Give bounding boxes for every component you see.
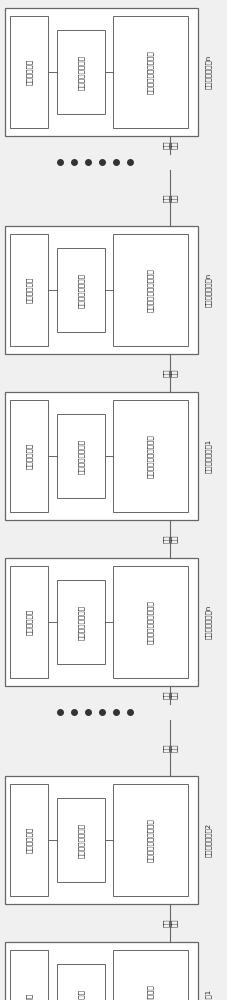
- Bar: [57, 30, 105, 114]
- Text: 总线: 总线: [170, 919, 177, 927]
- Bar: [10, 234, 48, 346]
- Text: 信号输入板单板2: 信号输入板单板2: [204, 823, 210, 857]
- Bar: [10, 16, 48, 128]
- Bar: [113, 234, 187, 346]
- Text: 输出视频切换传输单元: 输出视频切换传输单元: [147, 434, 153, 478]
- Text: 视频: 视频: [162, 535, 169, 543]
- Text: 输入视频切换传输单元: 输入视频切换传输单元: [147, 818, 153, 862]
- Bar: [113, 950, 187, 1000]
- Bar: [10, 784, 48, 896]
- Bar: [5, 8, 197, 136]
- Bar: [113, 16, 187, 128]
- Text: 总线: 总线: [170, 141, 177, 149]
- Text: 视频: 视频: [162, 691, 169, 699]
- Text: 视频: 视频: [162, 141, 169, 149]
- Text: 信号输入板单板n: 信号输入板单板n: [204, 605, 210, 639]
- Bar: [10, 950, 48, 1000]
- Bar: [5, 392, 197, 520]
- Text: 总线: 总线: [170, 744, 177, 752]
- Bar: [5, 226, 197, 354]
- Text: 视频输出单元: 视频输出单元: [26, 443, 32, 469]
- Text: 输入视频切换传输单元: 输入视频切换传输单元: [147, 984, 153, 1000]
- Text: 视频: 视频: [162, 369, 169, 377]
- Text: 输出图像处理单元: 输出图像处理单元: [77, 438, 84, 474]
- Text: 信号输出板单板n: 信号输出板单板n: [204, 55, 210, 89]
- Text: 视频: 视频: [162, 919, 169, 927]
- Bar: [5, 942, 197, 1000]
- Text: 输出视频切换传输单元: 输出视频切换传输单元: [147, 50, 153, 94]
- Bar: [5, 558, 197, 686]
- Bar: [113, 566, 187, 678]
- Bar: [57, 580, 105, 664]
- Bar: [57, 798, 105, 882]
- Bar: [10, 566, 48, 678]
- Text: 视频输出单元: 视频输出单元: [26, 277, 32, 303]
- Bar: [57, 964, 105, 1000]
- Bar: [113, 400, 187, 512]
- Text: 视频: 视频: [162, 744, 169, 752]
- Text: 输入图像处理单元: 输入图像处理单元: [77, 604, 84, 640]
- Text: 信号输出板单板1: 信号输出板单板1: [204, 439, 210, 473]
- Text: 视频接入单元: 视频接入单元: [26, 993, 32, 1000]
- Text: 输出视频切换传输单元: 输出视频切换传输单元: [147, 268, 153, 312]
- Text: 输入视频切换传输单元: 输入视频切换传输单元: [147, 600, 153, 644]
- Text: 输出图像处理单元: 输出图像处理单元: [77, 54, 84, 90]
- Bar: [5, 776, 197, 904]
- Bar: [57, 414, 105, 498]
- Text: 总线: 总线: [170, 194, 177, 202]
- Text: 总线: 总线: [170, 535, 177, 543]
- Text: 输入图像处理单元: 输入图像处理单元: [77, 988, 84, 1000]
- Text: 输入图像处理单元: 输入图像处理单元: [77, 822, 84, 857]
- Text: 视频接入单元: 视频接入单元: [26, 609, 32, 635]
- Text: 输出图像处理单元: 输出图像处理单元: [77, 272, 84, 308]
- Text: 视频接入单元: 视频接入单元: [26, 827, 32, 853]
- Text: 信号输出板单板n: 信号输出板单板n: [204, 273, 210, 307]
- Bar: [10, 400, 48, 512]
- Text: 视频: 视频: [162, 194, 169, 202]
- Bar: [113, 784, 187, 896]
- Bar: [57, 248, 105, 332]
- Text: 总线: 总线: [170, 691, 177, 699]
- Text: 视频输出单元: 视频输出单元: [26, 59, 32, 85]
- Text: 总线: 总线: [170, 369, 177, 377]
- Text: 信号输入板单板1: 信号输入板单板1: [204, 989, 210, 1000]
